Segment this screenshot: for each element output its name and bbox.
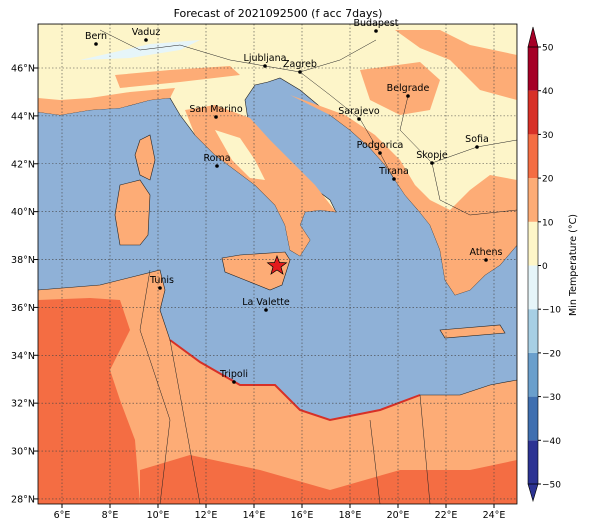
city-label: Ljubljana [244, 53, 287, 64]
city-dot [94, 42, 98, 46]
city-label: Belgrade [387, 83, 430, 94]
city-label: Athens [470, 247, 503, 258]
city-label: Sofia [465, 134, 489, 145]
city-dot [475, 145, 479, 149]
location-star [266, 255, 288, 275]
lat-tick-label: 38°N [11, 255, 35, 266]
city-dot [484, 258, 488, 262]
colorbar-band [528, 440, 538, 484]
colorbar-tick-label: 20 [542, 175, 554, 185]
lat-tick-label: 44°N [11, 111, 35, 122]
city-dot [263, 64, 267, 68]
colorbar-tick-label: 30 [542, 131, 554, 141]
colorbar-band [528, 352, 538, 397]
lat-tick-label: 40°N [11, 207, 35, 218]
colorbar-tick-label: −10 [542, 306, 561, 316]
city-label: Roma [203, 153, 230, 164]
lat-tick-label: 30°N [11, 447, 35, 458]
land [134, 134, 156, 181]
colorbar-tick-label: −50 [542, 481, 561, 491]
city-dot [357, 117, 361, 121]
colorbar-band [528, 134, 538, 179]
lon-tick-label: 20°E [387, 510, 410, 521]
colorbar-extend-top [527, 26, 539, 48]
colorbar: −50 −40 −30 −20 −10 0 10 20 30 40 50 [527, 26, 561, 503]
map-frame [37, 23, 518, 505]
colorbar-label: Min Temperature (°C) [568, 214, 579, 316]
colorbar-extend-bottom [527, 483, 539, 503]
city-label: Podgorica [357, 140, 404, 151]
temp-zone [38, 88, 175, 115]
city-dot [406, 94, 410, 98]
temp-zone [360, 62, 440, 115]
city-label: Vaduz [132, 27, 161, 38]
colorbar-tick-label: −30 [542, 393, 561, 403]
city-dot [430, 161, 434, 165]
city-dot [215, 164, 219, 168]
temp-zone [140, 455, 517, 504]
lon-tick-label: 10°E [147, 510, 170, 521]
city-label: Sarajevo [338, 106, 380, 117]
city-dot [144, 38, 148, 42]
lon-tick-label: 22°E [435, 510, 458, 521]
city-dot [214, 115, 218, 119]
temp-zone [38, 298, 140, 504]
colorbar-tick-label: 10 [542, 218, 554, 228]
title: Forecast of 2021092500 (f acc 7days) [174, 7, 383, 20]
city-label: Skopje [416, 150, 448, 161]
land [221, 251, 291, 291]
city-label: La Valette [242, 297, 290, 308]
city-label: Budapest [354, 18, 399, 29]
lat-tick-label: 28°N [11, 494, 35, 505]
city-label: Bern [85, 31, 107, 42]
city-label: Zagreb [283, 59, 317, 70]
lon-tick-label: 14°E [243, 510, 266, 521]
city-dot [392, 177, 396, 181]
colorbar-tick-label: 50 [542, 44, 554, 54]
city-dot [264, 308, 268, 312]
lon-tick-label: 8°E [102, 510, 119, 521]
colorbar-tick-label: 40 [542, 87, 554, 97]
lon-tick-label: 16°E [291, 510, 314, 521]
city-label: San Marino [189, 104, 242, 115]
lat-tick-label: 46°N [11, 64, 35, 75]
colorbar-band [528, 309, 538, 353]
temp-zone [115, 66, 240, 88]
city-dot [158, 286, 162, 290]
colorbar-band [528, 265, 538, 310]
lat-tick-label: 42°N [11, 159, 35, 170]
lat-tick-label: 32°N [11, 399, 35, 410]
lon-tick-label: 6°E [54, 510, 71, 521]
colorbar-band [528, 47, 538, 91]
city-label: Tunis [149, 275, 174, 286]
colorbar-band [528, 178, 538, 222]
colorbar-band [528, 90, 538, 135]
lon-tick-label: 18°E [339, 510, 362, 521]
city-label: Tripoli [219, 369, 248, 380]
lon-tick-label: 24°E [483, 510, 506, 521]
coastline-hot [169, 339, 421, 422]
lat-tick-label: 34°N [11, 351, 35, 362]
land [114, 179, 151, 246]
city-label: Tirana [378, 166, 409, 177]
city-dot [374, 29, 378, 33]
lon-tick-label: 12°E [195, 510, 218, 521]
graticule: 6°E 8°E 10°E 12°E 14°E 16°E 18°E 20°E 22°E 24°E 28… [11, 24, 517, 521]
temp-zone [290, 95, 517, 295]
colorbar-tick-label: −20 [542, 349, 561, 359]
colorbar-tick-label: −40 [542, 437, 561, 447]
temp-zone [395, 30, 517, 100]
city-dot [298, 70, 302, 74]
cities: Bern Vaduz Budapest Ljubljana Zagreb Bel… [85, 18, 503, 384]
city-dot [378, 151, 382, 155]
lat-tick-label: 36°N [11, 303, 35, 314]
colorbar-band [528, 221, 538, 266]
colorbar-band [528, 396, 538, 441]
colorbar-tick-label: 0 [542, 262, 548, 272]
temp-zone [215, 130, 265, 180]
city-dot [232, 380, 236, 384]
land [439, 324, 506, 339]
